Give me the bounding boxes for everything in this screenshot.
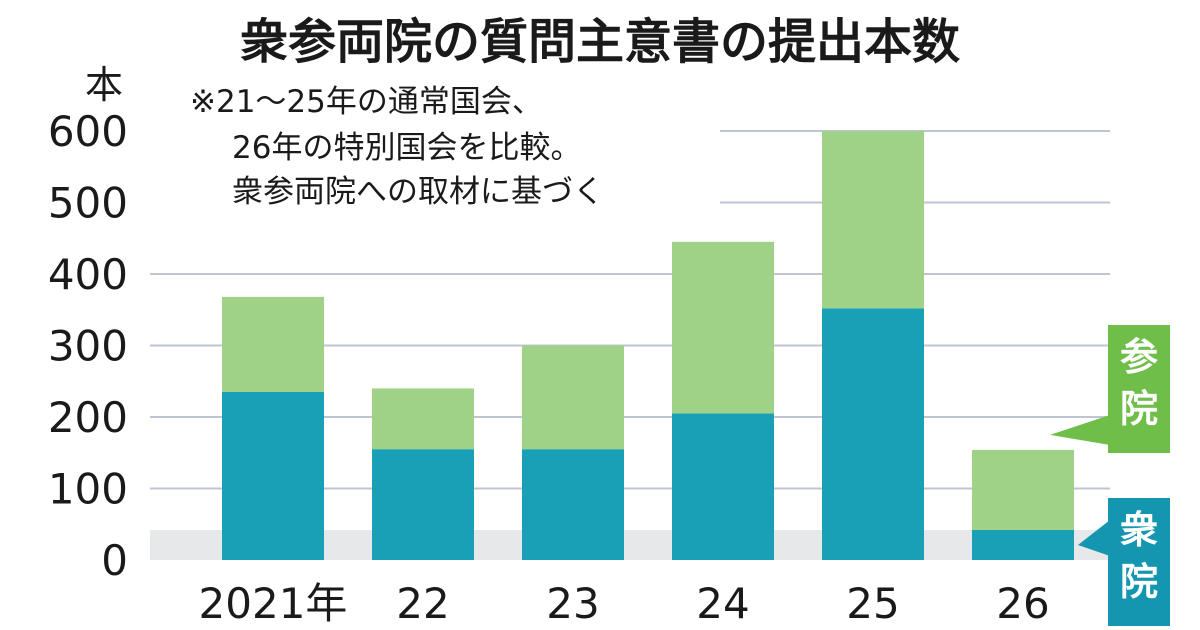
bar-shu-5 xyxy=(972,529,1074,560)
bar-san-3 xyxy=(672,241,774,414)
x-tick-label: 2021年 xyxy=(199,579,348,628)
x-tick-label: 23 xyxy=(546,579,599,628)
y-tick-label: 200 xyxy=(48,393,128,442)
bar-shu-0 xyxy=(222,391,324,560)
y-axis-ticks: 0 100 200 300 400 500 600 xyxy=(48,107,128,585)
note-line-1: ※21～25年の通常国会、 xyxy=(190,84,543,120)
legend-box-shu xyxy=(1108,498,1170,626)
x-tick-label: 22 xyxy=(396,579,449,628)
y-tick-label: 400 xyxy=(48,250,128,299)
bar-shu-1 xyxy=(372,449,474,560)
x-tick-label: 24 xyxy=(696,579,749,628)
bar-shu-4 xyxy=(822,308,924,560)
bar-san-5 xyxy=(972,449,1074,530)
y-tick-label: 100 xyxy=(48,465,128,514)
bar-shu-2 xyxy=(522,449,624,560)
legend-label-shu-char: 院 xyxy=(1120,560,1158,604)
x-tick-label: 25 xyxy=(846,579,899,628)
note-line-2: 26年の特別国会を比較。 xyxy=(232,130,581,166)
bar-san-0 xyxy=(222,296,324,392)
x-axis-ticks: 2021年 22 23 24 25 26 xyxy=(199,579,1050,628)
note-line-3: 衆参両院への取材に基づく xyxy=(232,174,604,210)
legend-label-san-char: 院 xyxy=(1120,387,1158,431)
legend-label-shu-char: 衆 xyxy=(1120,508,1158,552)
bar-san-2 xyxy=(522,345,624,450)
y-tick-label: 0 xyxy=(101,536,128,585)
legend-pointer-shu xyxy=(1078,520,1110,556)
chart-title: 衆参両院の質問主意書の提出本数 xyxy=(240,14,960,70)
bar-san-4 xyxy=(822,131,924,309)
y-tick-label: 500 xyxy=(48,179,128,228)
legend-pointer-san xyxy=(1050,415,1110,445)
bar-shu-3 xyxy=(672,413,774,560)
y-tick-label: 300 xyxy=(48,322,128,371)
bars xyxy=(222,131,1074,560)
x-tick-label: 26 xyxy=(996,579,1049,628)
y-tick-label: 600 xyxy=(48,107,128,156)
y-unit-label: 本 xyxy=(85,63,123,107)
bar-san-1 xyxy=(372,388,474,450)
legend-label-san-char: 参 xyxy=(1120,335,1158,379)
legend-box-san xyxy=(1108,325,1170,453)
